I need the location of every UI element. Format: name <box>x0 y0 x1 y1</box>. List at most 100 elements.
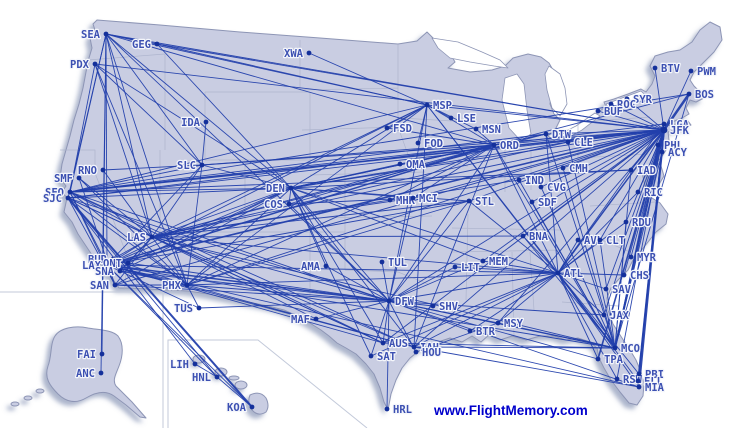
airport-ord: ORD <box>491 139 520 153</box>
airport-bos: BOS <box>686 88 715 102</box>
route-dfw-mia <box>388 300 640 388</box>
airport-label: PHX <box>162 280 182 292</box>
airport-label: SLC <box>177 160 196 172</box>
route-jfk-mci <box>412 129 665 199</box>
route-lax-tus <box>106 264 200 309</box>
airport-tus: TUS <box>173 302 202 316</box>
route-ord-bos <box>493 93 690 146</box>
route-atl-mia <box>557 272 640 388</box>
airport-dot <box>595 356 601 362</box>
airport-label: COS <box>264 199 283 211</box>
route-bur-phx <box>112 258 188 286</box>
route-sfo-slc <box>69 164 203 193</box>
airport-dot <box>306 50 312 56</box>
airport-dot <box>386 298 392 304</box>
route-iah-atl <box>413 272 559 348</box>
airport-smf: SMF <box>53 172 82 186</box>
route-den-iad <box>290 169 632 189</box>
airport-ric: RIC <box>635 186 664 200</box>
route-smf-phx <box>78 177 188 286</box>
route-phx-den <box>186 187 292 286</box>
airport-dtw: DTW <box>543 128 573 142</box>
route-jfk-iah <box>413 129 665 348</box>
route-jfk-sav <box>605 129 665 290</box>
airport-label: BUR <box>88 254 108 266</box>
airport-dot <box>199 162 205 168</box>
airport-dot <box>597 237 603 243</box>
airport-lse: LSE <box>448 112 477 126</box>
airport-slc: SLC <box>176 159 205 173</box>
airport-sav: SAV <box>603 283 633 297</box>
route-atl-lit <box>454 266 559 274</box>
airport-den: DEN <box>265 182 294 196</box>
route-sea-dfw <box>105 33 390 302</box>
route-lih-hnl <box>194 363 218 378</box>
inset-borders <box>0 291 368 428</box>
airport-bur: BUR <box>87 253 116 267</box>
airport-dot <box>379 259 385 265</box>
watermark-link[interactable]: www.FlightMemory.com <box>433 403 588 418</box>
airport-dot <box>565 139 571 145</box>
airport-dot <box>628 254 634 260</box>
airport-xwa: XWA <box>283 47 312 61</box>
airport-label: PHL <box>664 140 683 152</box>
airport-label: CLT <box>606 235 625 247</box>
route-las-msp <box>151 104 428 238</box>
airport-stl: STL <box>466 195 495 209</box>
route-sjc-san <box>67 197 116 286</box>
airport-dot <box>67 189 73 195</box>
airport-label: TPA <box>604 354 624 366</box>
aleutian-island <box>23 395 33 401</box>
airport-mem: MEM <box>480 255 509 269</box>
airport-avl: AVL <box>575 234 604 248</box>
route-oma-ord <box>399 144 495 165</box>
airport-dot <box>628 167 634 173</box>
airport-atl: ATL <box>555 267 584 281</box>
airport-label: HNL <box>192 372 211 384</box>
airport-pbi: PBI <box>636 368 665 382</box>
route-phx-ord <box>186 144 495 286</box>
route-bos-mco <box>614 93 690 349</box>
airport-label: IAH <box>420 342 439 354</box>
airport-dot <box>384 406 390 412</box>
airport-hnl: HNL <box>191 371 220 385</box>
route-jfk-cle <box>567 129 665 143</box>
route-sna-dfw <box>119 270 390 302</box>
route-clt-mco <box>599 239 616 349</box>
airport-dot <box>249 404 255 410</box>
airport-cle: CLE <box>565 136 594 150</box>
airport-dot <box>104 262 110 268</box>
airport-pwm: PWM <box>688 65 717 79</box>
airport-dot <box>543 131 549 137</box>
route-san-smf <box>78 177 116 286</box>
route-dfw-aus <box>382 300 390 344</box>
route-sea-slc <box>105 33 203 166</box>
airport-label: JAX <box>610 310 630 322</box>
airport-dot <box>555 270 561 276</box>
airport-label: PDX <box>70 59 90 71</box>
route-sfo-msp <box>69 104 428 193</box>
route-sea-las <box>105 33 153 238</box>
airport-cmh: CMH <box>560 162 589 176</box>
airport-dot <box>112 282 118 288</box>
airport-label: PBI <box>645 369 664 381</box>
route-atl-fll <box>557 272 639 382</box>
airport-sfo: SFO <box>44 186 73 200</box>
route-jfk-mem <box>482 129 665 262</box>
route-jfk-jax <box>603 129 665 316</box>
airport-label: LGA <box>670 119 690 131</box>
airport-iah: IAH <box>411 341 440 355</box>
route-cos-dfw <box>288 203 390 302</box>
airport-dot <box>448 115 454 121</box>
route-pdx-phx <box>94 63 188 286</box>
route-phx-iah <box>186 284 415 348</box>
airport-dot <box>660 126 668 134</box>
route-jfk-rsw <box>616 129 665 380</box>
airport-dot <box>65 195 71 201</box>
airport-syr: SYR <box>624 93 654 107</box>
route-slc-phx <box>186 164 203 286</box>
route-las-stl <box>151 200 470 238</box>
airport-dot <box>410 195 416 201</box>
airport-dot <box>595 108 601 114</box>
airport-label: IAD <box>637 165 656 177</box>
